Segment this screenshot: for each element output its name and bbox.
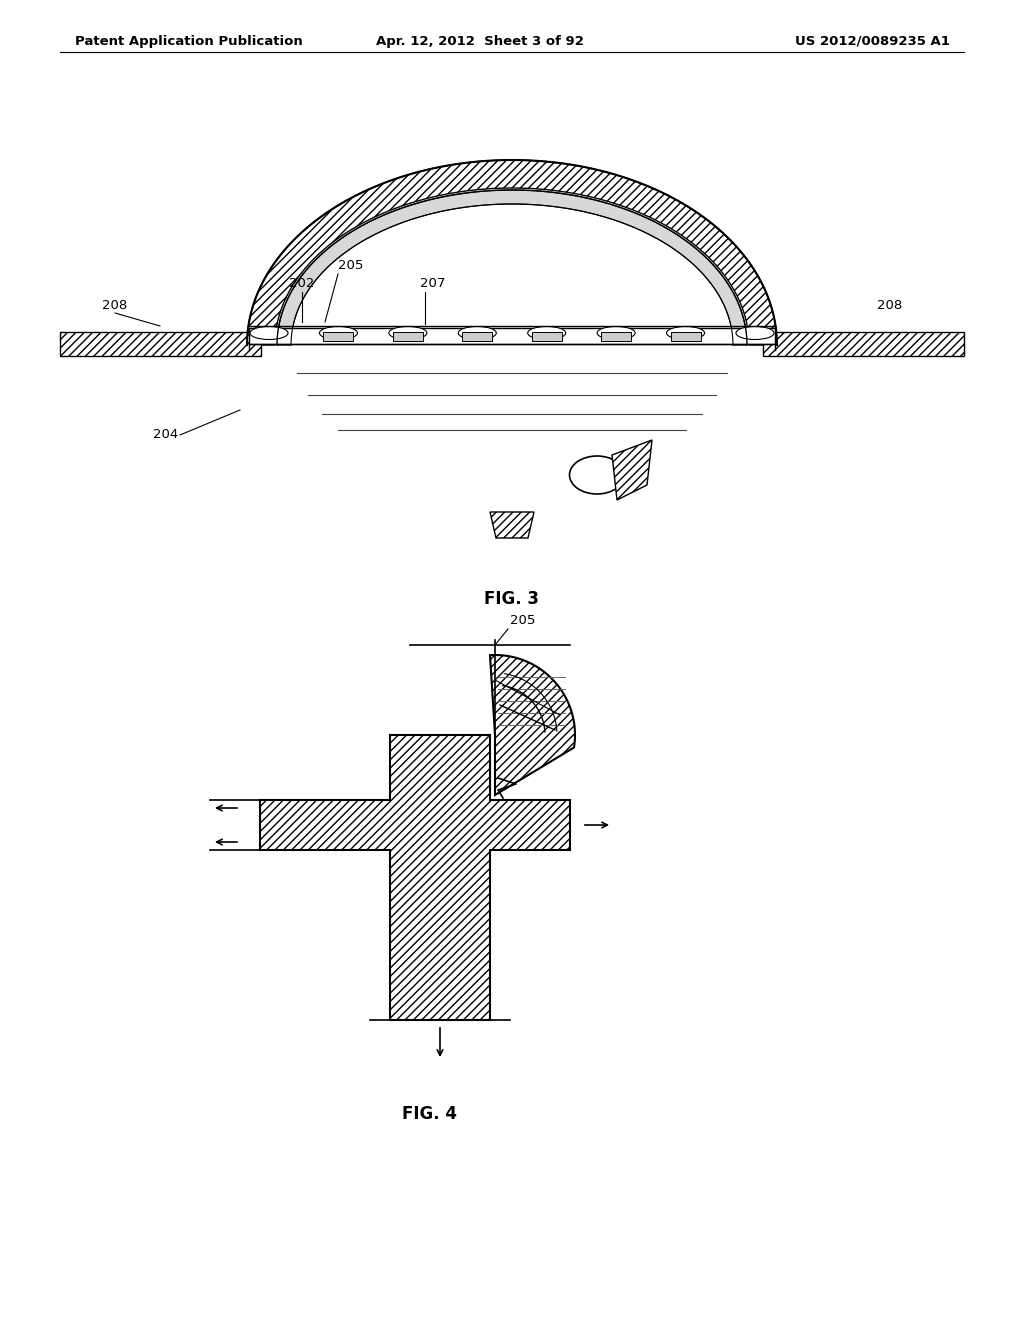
Bar	[601, 333, 631, 341]
Polygon shape	[260, 735, 570, 1020]
Text: FIG. 3: FIG. 3	[484, 590, 540, 609]
Text: 204: 204	[153, 429, 178, 441]
Bar	[393, 333, 423, 341]
Polygon shape	[763, 333, 964, 356]
Text: 205: 205	[338, 259, 364, 272]
Polygon shape	[612, 440, 652, 500]
Polygon shape	[490, 512, 534, 539]
Bar	[531, 333, 562, 341]
Text: 208: 208	[102, 300, 128, 312]
Ellipse shape	[569, 455, 625, 494]
Ellipse shape	[736, 326, 774, 339]
Text: Patent Application Publication: Patent Application Publication	[75, 36, 303, 48]
Ellipse shape	[250, 326, 288, 339]
Ellipse shape	[667, 326, 705, 339]
Ellipse shape	[319, 326, 357, 339]
Text: FIG. 4: FIG. 4	[402, 1105, 458, 1123]
Bar	[249, 327, 775, 345]
Text: 205: 205	[510, 614, 536, 627]
Polygon shape	[489, 655, 575, 795]
Bar	[462, 333, 493, 341]
Text: Apr. 12, 2012  Sheet 3 of 92: Apr. 12, 2012 Sheet 3 of 92	[376, 36, 584, 48]
Bar	[671, 333, 700, 341]
Ellipse shape	[459, 326, 497, 339]
Ellipse shape	[597, 326, 635, 339]
Text: 202: 202	[290, 277, 314, 290]
Ellipse shape	[389, 326, 427, 339]
Text: 207: 207	[420, 277, 445, 290]
Polygon shape	[247, 160, 777, 345]
Ellipse shape	[527, 326, 565, 339]
Bar	[324, 333, 353, 341]
Polygon shape	[278, 190, 746, 345]
Text: 208: 208	[878, 300, 902, 312]
Polygon shape	[60, 333, 261, 356]
Text: US 2012/0089235 A1: US 2012/0089235 A1	[795, 36, 950, 48]
